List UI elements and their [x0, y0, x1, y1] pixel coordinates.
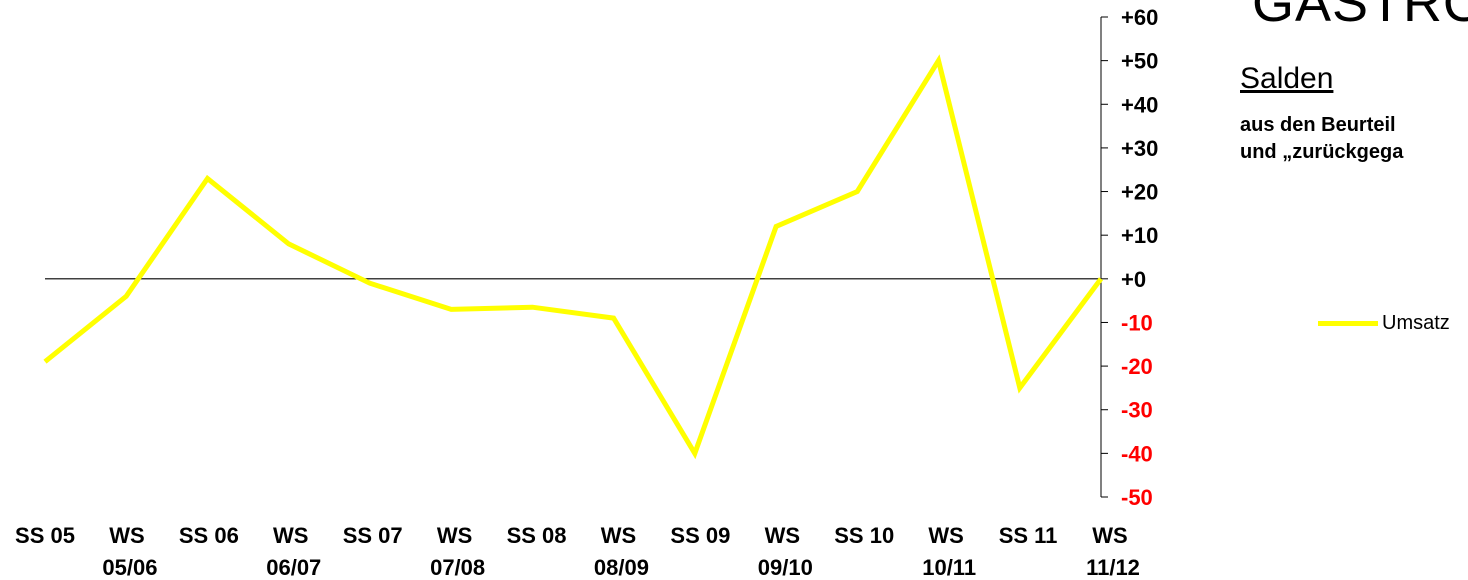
x-category-label: SS 09	[670, 523, 730, 548]
y-tick-label: +30	[1121, 136, 1158, 161]
x-category-label-line2: 08/09	[594, 555, 649, 580]
chart-legend: Umsatz	[1318, 312, 1450, 335]
x-category-label: WS	[437, 523, 472, 548]
x-category-label-line2: 11/12	[1086, 555, 1140, 580]
x-category-label: WS	[765, 523, 800, 548]
y-tick-label: -30	[1121, 398, 1153, 423]
x-category-label: SS 05	[15, 523, 75, 548]
y-tick-label: +10	[1121, 223, 1158, 248]
panel-description-line-2: und „zurückgega	[1240, 141, 1404, 163]
x-category-label: SS 11	[999, 523, 1058, 548]
legend-swatch-umsatz	[1318, 321, 1378, 326]
x-category-label: WS	[601, 523, 636, 548]
panel-subtitle: Salden	[1240, 62, 1334, 95]
x-category-label: SS 06	[179, 523, 239, 548]
y-tick-label: +60	[1121, 5, 1158, 30]
x-category-label: SS 08	[507, 523, 567, 548]
x-category-label: WS	[273, 523, 308, 548]
legend-label-umsatz: Umsatz	[1382, 312, 1450, 334]
panel-description: aus den Beurteil und „zurückgega	[1240, 112, 1468, 166]
y-tick-label: -10	[1121, 310, 1153, 335]
panel-title: GASTRO	[1252, 0, 1468, 33]
y-tick-label: +0	[1121, 267, 1146, 292]
series-line-umsatz	[43, 54, 1104, 460]
x-category-label-line2: 10/11	[922, 555, 976, 580]
y-tick-label: -40	[1121, 441, 1153, 466]
x-category-label-line2: 09/10	[758, 555, 813, 580]
x-category-label-line2: 07/08	[430, 555, 485, 580]
x-category-label-line2: 05/06	[102, 555, 157, 580]
panel-description-line-1: aus den Beurteil	[1240, 114, 1396, 136]
x-category-label: SS 07	[343, 523, 403, 548]
x-category-label: WS	[109, 523, 144, 548]
x-category-label: WS	[928, 523, 963, 548]
x-category-label: WS	[1092, 523, 1127, 548]
y-tick-label: +50	[1121, 49, 1158, 74]
y-tick-label: -50	[1121, 485, 1153, 510]
x-category-label-line2: 06/07	[266, 555, 321, 580]
y-tick-label: +40	[1121, 92, 1158, 117]
x-category-label: SS 10	[834, 523, 894, 548]
y-tick-label: -20	[1121, 354, 1153, 379]
y-tick-label: +20	[1121, 180, 1158, 205]
